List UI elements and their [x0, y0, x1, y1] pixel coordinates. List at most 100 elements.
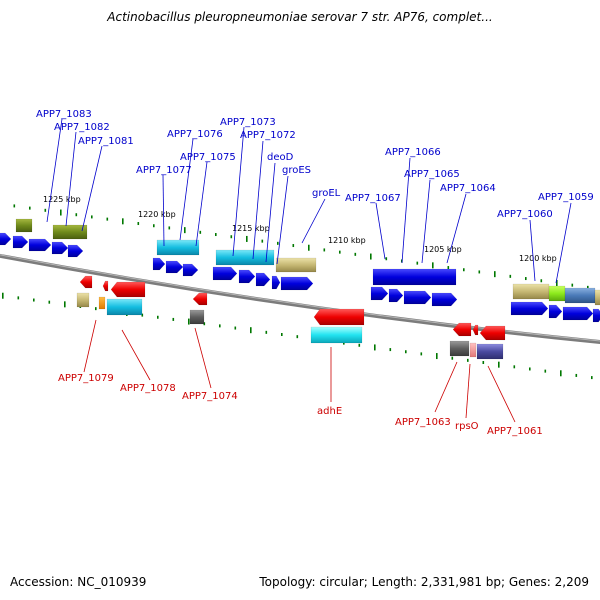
leader-line-forward — [555, 202, 572, 284]
gene-label-app7-1074[interactable]: APP7_1074 — [182, 391, 238, 402]
lower-tick-mark — [234, 326, 237, 330]
upper-tick-mark — [122, 218, 124, 225]
upper-tick-mark — [525, 277, 527, 281]
forward-gene-arrow — [67, 244, 84, 258]
gene-label-deod[interactable]: deoD — [267, 152, 294, 163]
gene-label-app7-1064[interactable]: APP7_1064 — [440, 183, 496, 194]
leader-line-reverse — [434, 361, 458, 413]
gene-label-app7-1079[interactable]: APP7_1079 — [58, 373, 114, 384]
upper-tick-mark — [540, 279, 543, 283]
gene-label-app7-1073[interactable]: APP7_1073 — [220, 117, 276, 128]
lower-tick-mark — [48, 300, 51, 304]
gene-label-app7-1066[interactable]: APP7_1066 — [385, 147, 441, 158]
lower-tick-mark — [203, 322, 206, 326]
gene-label-groes[interactable]: groES — [282, 165, 311, 176]
reverse-gene-block — [469, 342, 477, 358]
gene-label-app7-1061[interactable]: APP7_1061 — [487, 426, 543, 437]
reverse-gene-labels: APP7_1079 APP7_1078 APP7_1074 adhE APP7_… — [58, 373, 543, 437]
gene-label-app7-1082[interactable]: APP7_1082 — [54, 122, 110, 133]
leader-line-forward — [46, 118, 63, 223]
upper-tick-mark — [323, 248, 326, 252]
tick-labels: 1225 kbp 1220 kbp 1215 kbp 1210 kbp 1205… — [43, 195, 557, 263]
leader-line-forward — [375, 202, 386, 260]
upper-tick-mark — [29, 206, 31, 210]
lower-tick-mark — [560, 370, 562, 377]
upper-tick-mark — [587, 285, 589, 289]
upper-tick-mark — [75, 213, 78, 217]
leader-line-forward — [232, 126, 245, 257]
lower-tick-mark — [389, 348, 392, 352]
gene-label-app7-1076[interactable]: APP7_1076 — [167, 129, 223, 140]
lower-tick-mark — [420, 352, 423, 356]
upper-tick-mark — [44, 208, 47, 212]
upper-tick-mark — [354, 252, 357, 256]
forward-gene-arrow — [182, 263, 199, 277]
upper-tick-mark — [199, 230, 202, 234]
lower-tick-mark — [265, 330, 268, 334]
leader-line-forward — [276, 175, 289, 265]
tick-label-1215: 1215 kbp — [232, 224, 270, 233]
leader-line-forward — [401, 157, 411, 264]
forward-gene-block — [548, 285, 566, 302]
gene-label-app7-1075[interactable]: APP7_1075 — [180, 152, 236, 163]
lower-tick-mark — [498, 361, 500, 368]
lower-tick-mark — [281, 333, 283, 337]
gene-label-app7-1063[interactable]: APP7_1063 — [395, 417, 451, 428]
lower-tick-mark — [529, 367, 531, 371]
leader-line-forward — [195, 161, 208, 247]
gene-label-app7-1083[interactable]: APP7_1083 — [36, 109, 92, 120]
lower-tick-mark — [17, 296, 20, 300]
leader-line-forward — [65, 131, 77, 227]
lower-tick-mark — [513, 365, 516, 369]
reverse-gene-block — [106, 298, 143, 316]
gene-label-app7-1072[interactable]: APP7_1072 — [240, 130, 296, 141]
upper-tick-mark — [556, 279, 558, 286]
forward-gene-block — [372, 268, 457, 286]
gene-label-groel[interactable]: groEL — [312, 188, 341, 199]
reverse-gene-block — [449, 340, 470, 357]
leader-line-reverse — [465, 363, 471, 419]
forward-gene-arrow — [370, 286, 389, 301]
upper-tick-mark — [246, 235, 248, 242]
genome-backbone — [0, 253, 600, 345]
lower-tick-mark — [451, 356, 454, 360]
forward-gene-arrow — [165, 260, 184, 274]
forward-gene-block — [512, 283, 550, 300]
topology-text: Topology: circular; Length: 2,331,981 bp… — [259, 575, 589, 589]
map-title: Actinobacillus pleuropneumoniae serovar … — [107, 10, 493, 24]
lower-tick-mark — [405, 350, 407, 354]
upper-tick-mark — [463, 268, 465, 272]
gene-label-adhe[interactable]: adhE — [317, 406, 342, 417]
reverse-strand-genes — [76, 275, 506, 360]
reverse-gene-arrow — [79, 275, 93, 289]
leader-line-forward — [162, 174, 165, 247]
leader-line-reverse — [487, 365, 516, 423]
forward-gene-block — [275, 257, 317, 273]
tick-label-1200: 1200 kbp — [519, 254, 557, 263]
lower-tick-mark — [591, 376, 593, 380]
upper-tick-mark — [60, 209, 62, 216]
forward-gene-arrow — [280, 276, 314, 291]
lower-tick-mark — [544, 369, 547, 373]
gene-label-app7-1078[interactable]: APP7_1078 — [120, 383, 176, 394]
lower-tick-mark — [436, 353, 438, 360]
forward-gene-arrow — [0, 232, 12, 246]
gene-label-app7-1065[interactable]: APP7_1065 — [404, 169, 460, 180]
gene-label-app7-1081[interactable]: APP7_1081 — [78, 136, 134, 147]
reverse-gene-arrow — [452, 322, 472, 337]
tick-label-1210: 1210 kbp — [328, 236, 366, 245]
lower-tick-mark — [141, 313, 144, 317]
upper-tick-mark — [106, 217, 109, 221]
gene-label-app7-1077[interactable]: APP7_1077 — [136, 165, 192, 176]
upper-tick-mark — [308, 244, 310, 251]
gene-label-app7-1060[interactable]: APP7_1060 — [497, 209, 553, 220]
gene-label-app7-1067[interactable]: APP7_1067 — [345, 193, 401, 204]
leader-line-forward — [265, 162, 276, 263]
forward-gene-block — [15, 218, 33, 233]
reverse-gene-arrow — [110, 281, 146, 298]
upper-tick-mark — [432, 262, 434, 269]
gene-label-app7-1059[interactable]: APP7_1059 — [538, 192, 594, 203]
reverse-gene-arrow — [192, 292, 208, 306]
gene-label-rpso[interactable]: rpsO — [455, 421, 479, 432]
forward-gene-arrow — [403, 290, 432, 305]
